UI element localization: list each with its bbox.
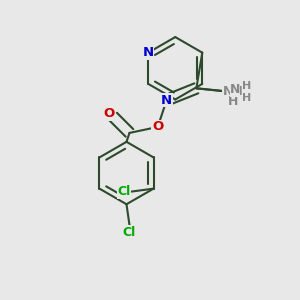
Text: Cl: Cl	[123, 226, 136, 239]
Text: Cl: Cl	[117, 185, 130, 198]
Text: N: N	[161, 94, 172, 107]
Text: O: O	[103, 107, 114, 120]
Text: H: H	[242, 81, 251, 91]
Text: H: H	[242, 93, 251, 103]
Text: NH: NH	[223, 85, 244, 98]
Text: O: O	[152, 121, 163, 134]
Text: H: H	[228, 95, 239, 108]
Text: N: N	[230, 83, 240, 96]
Text: N: N	[143, 46, 154, 59]
